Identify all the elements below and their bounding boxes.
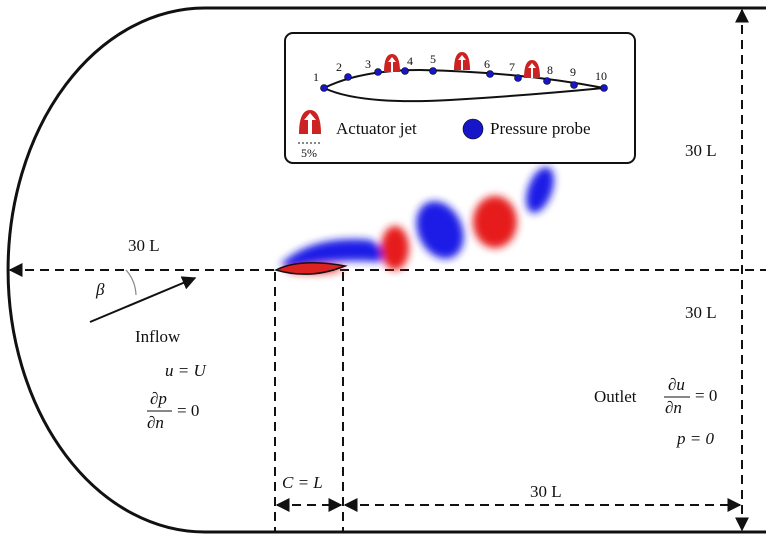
outlet-title: Outlet [594,387,637,406]
angle-arc [125,269,137,296]
probe-label: 6 [484,57,490,71]
airfoil [273,262,348,275]
inset-frame [284,32,636,164]
top-label: 30 L [685,141,717,160]
outlet-equals: = 0 [695,386,717,405]
actuator-arrows [304,55,536,134]
angle-label: β [95,280,105,299]
probe-label: 4 [407,54,413,68]
probe-label: 5 [430,52,436,66]
upstream-label: 30 L [128,236,160,255]
probe-label: 9 [570,65,576,79]
probe-label: 2 [336,60,342,74]
inflow-numerator: ∂p [150,389,167,408]
inflow-denominator: ∂n [147,413,164,432]
probe-label: 3 [365,57,371,71]
outlet-numerator: ∂u [668,375,685,394]
vortex-wake [280,167,554,274]
scale-label: 5% [301,146,317,160]
inflow-equals: = 0 [177,401,199,420]
probe-label: 1 [313,70,319,84]
inflow-velocity: u = U [165,361,207,380]
probe-label: 7 [509,60,515,74]
legend-actuator: Actuator jet [336,119,417,138]
outlet-pressure: p = 0 [676,429,714,448]
legend-probe: Pressure probe [490,119,591,138]
domain-boundary [6,6,766,534]
inflow-title: Inflow [135,327,181,346]
bottom-label: 30 L [685,303,717,322]
outlet-denominator: ∂n [665,398,682,417]
downstream-label: 30 L [530,482,562,501]
inset: 1 2 3 4 5 6 7 8 9 10 Actuator jet Pressu… [284,32,636,164]
probes [320,67,608,140]
chord-label: C = L [282,473,323,492]
probe-label: 10 [595,69,607,83]
inflow-arrow [89,276,197,323]
probe-label: 8 [547,63,553,77]
